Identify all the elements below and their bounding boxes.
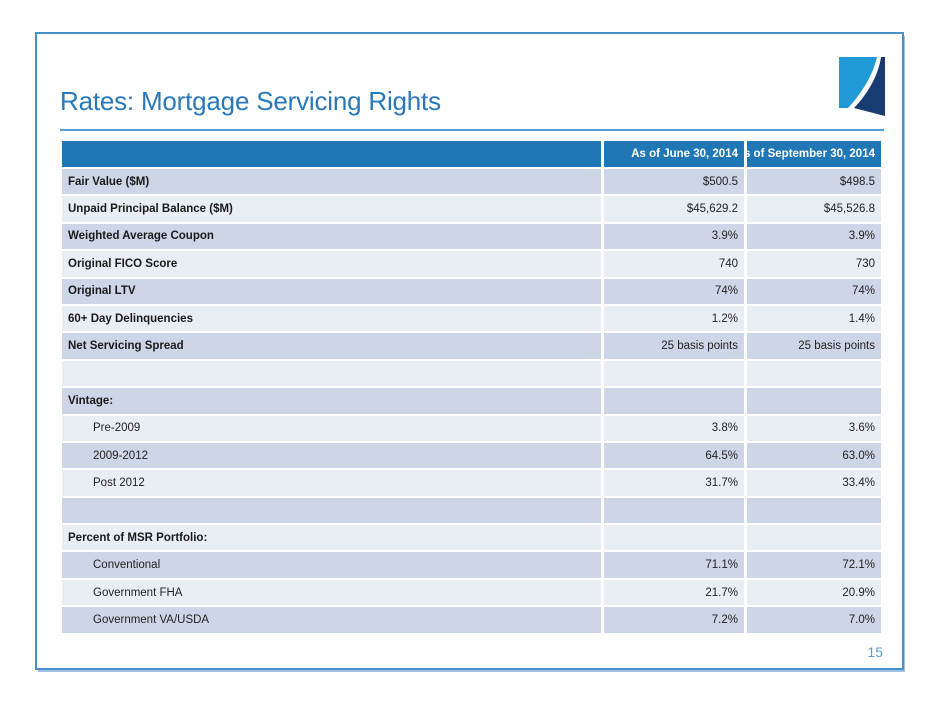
row-value-september: 72.1% <box>747 552 881 578</box>
row-label: Unpaid Principal Balance ($M) <box>62 196 601 222</box>
row-label: 60+ Day Delinquencies <box>62 305 601 332</box>
table-row: Weighted Average Coupon 3.9% 3.9% <box>62 223 884 250</box>
table-spacer-row <box>62 497 884 524</box>
row-label: Post 2012 <box>62 470 601 496</box>
header-september-2014: As of September 30, 2014 <box>747 141 881 167</box>
msr-data-table: As of June 30, 2014 As of September 30, … <box>62 141 884 635</box>
table-row: Government FHA 21.7% 20.9% <box>62 579 884 606</box>
row-value-september: 1.4% <box>747 305 881 332</box>
title-divider <box>60 129 884 131</box>
row-label: Pre-2009 <box>62 415 601 441</box>
row-value-june: 21.7% <box>604 579 744 606</box>
company-logo-icon <box>839 57 885 116</box>
row-value-june: 25 basis points <box>604 333 744 359</box>
row-value-june: 1.2% <box>604 305 744 332</box>
table-row: Pre-2009 3.8% 3.6% <box>62 415 884 441</box>
table-section-row: Percent of MSR Portfolio: <box>62 525 884 551</box>
table-spacer-row <box>62 360 884 387</box>
row-value-september: 63.0% <box>747 442 881 469</box>
table-row: Original FICO Score 740 730 <box>62 251 884 277</box>
row-value-june <box>604 525 744 551</box>
row-value-september: $498.5 <box>747 169 881 195</box>
row-value-september: 74% <box>747 278 881 304</box>
row-value-september: 3.6% <box>747 415 881 441</box>
table-header-row: As of June 30, 2014 As of September 30, … <box>62 141 884 167</box>
row-value-june <box>604 497 744 524</box>
row-value-june: 31.7% <box>604 470 744 496</box>
header-june-2014: As of June 30, 2014 <box>604 141 744 167</box>
row-label: Government FHA <box>62 579 601 606</box>
row-value-june: 740 <box>604 251 744 277</box>
row-value-june <box>604 388 744 414</box>
row-value-june: 64.5% <box>604 442 744 469</box>
row-value-september: 20.9% <box>747 579 881 606</box>
row-label: Percent of MSR Portfolio: <box>62 525 601 551</box>
row-value-june <box>604 360 744 387</box>
header-blank-cell <box>62 141 601 167</box>
table-row: 60+ Day Delinquencies 1.2% 1.4% <box>62 305 884 332</box>
table-body: Fair Value ($M) $500.5 $498.5 Unpaid Pri… <box>62 169 884 633</box>
table-row: Original LTV 74% 74% <box>62 278 884 304</box>
row-label: Net Servicing Spread <box>62 333 601 359</box>
row-value-september: 25 basis points <box>747 333 881 359</box>
row-value-june: 71.1% <box>604 552 744 578</box>
table-row: Fair Value ($M) $500.5 $498.5 <box>62 169 884 195</box>
row-value-september: 33.4% <box>747 470 881 496</box>
table-section-row: Vintage: <box>62 388 884 414</box>
table-row: Net Servicing Spread 25 basis points 25 … <box>62 333 884 359</box>
row-value-september: $45,526.8 <box>747 196 881 222</box>
row-value-september <box>747 360 881 387</box>
row-label: Fair Value ($M) <box>62 169 601 195</box>
row-value-june: 74% <box>604 278 744 304</box>
row-label: Vintage: <box>62 388 601 414</box>
row-value-june: $500.5 <box>604 169 744 195</box>
table-row: Government VA/USDA 7.2% 7.0% <box>62 607 884 633</box>
row-label <box>62 497 601 524</box>
table-row: Post 2012 31.7% 33.4% <box>62 470 884 496</box>
row-value-june: 3.9% <box>604 223 744 250</box>
row-value-september: 730 <box>747 251 881 277</box>
row-value-june: $45,629.2 <box>604 196 744 222</box>
row-value-september: 7.0% <box>747 607 881 633</box>
table-row: 2009-2012 64.5% 63.0% <box>62 442 884 469</box>
row-label: Government VA/USDA <box>62 607 601 633</box>
page-number: 15 <box>867 644 883 660</box>
page-title: Rates: Mortgage Servicing Rights <box>60 86 441 116</box>
row-label: 2009-2012 <box>62 442 601 469</box>
row-value-june: 3.8% <box>604 415 744 441</box>
row-label <box>62 360 601 387</box>
row-value-september: 3.9% <box>747 223 881 250</box>
row-label: Original LTV <box>62 278 601 304</box>
row-value-september <box>747 525 881 551</box>
row-value-june: 7.2% <box>604 607 744 633</box>
table-row: Unpaid Principal Balance ($M) $45,629.2 … <box>62 196 884 222</box>
row-label: Weighted Average Coupon <box>62 223 601 250</box>
table-row: Conventional 71.1% 72.1% <box>62 552 884 578</box>
row-value-september <box>747 388 881 414</box>
row-label: Original FICO Score <box>62 251 601 277</box>
row-label: Conventional <box>62 552 601 578</box>
row-value-september <box>747 497 881 524</box>
